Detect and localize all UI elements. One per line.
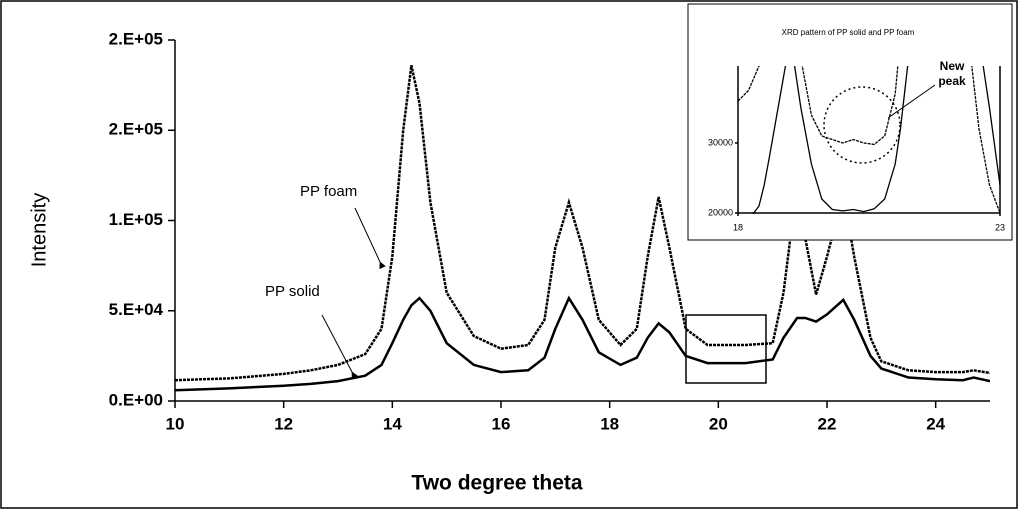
x-axis-label: Two degree theta: [411, 472, 582, 495]
x-tick-label: 18: [733, 222, 743, 232]
y-tick-label: 20000: [708, 207, 733, 217]
y-tick-label: 0.E+00: [109, 390, 163, 409]
inset-box: [687, 3, 1013, 241]
arrow: [354, 207, 386, 270]
y-tick-label: 30000: [708, 137, 733, 147]
zoom-box: [685, 314, 767, 384]
annotation: peak: [938, 74, 966, 88]
arrow: [321, 314, 359, 380]
x-tick-label: 14: [383, 414, 402, 433]
x-tick-label: 10: [166, 414, 185, 433]
x-tick-label: 20: [709, 414, 728, 433]
annotation: PP solid: [265, 283, 320, 300]
series-line: [738, 66, 1000, 214]
x-tick-label: 22: [818, 414, 837, 433]
series-line: [175, 65, 990, 382]
y-tick-label: 2.E+05: [109, 120, 163, 139]
series-line: [752, 66, 1000, 214]
arrow: [887, 84, 936, 119]
x-tick-label: 12: [274, 414, 293, 433]
y-tick-label: 2.E+05: [109, 29, 163, 48]
y-tick-label: 5.E+04: [109, 300, 164, 319]
y-tick-label: 1.E+05: [109, 210, 163, 229]
x-tick-label: 18: [600, 414, 619, 433]
inset-title: XRD pattern of PP solid and PP foam: [782, 28, 915, 37]
x-tick-label: 16: [492, 414, 511, 433]
series-group: [738, 66, 1000, 214]
x-tick-label: 24: [926, 414, 945, 433]
series-group: [175, 65, 990, 392]
main-plot: 0.E+00 5.E+04 1.E+05 2.E+05 2.E+05 10 12 14 16 18…: [28, 29, 990, 495]
y-axis-label: Intensity: [28, 193, 50, 267]
highlight-circle: [823, 86, 901, 164]
annotation: New: [940, 59, 965, 73]
inset-plot: 20000 30000 18 23 XRD pattern of PP solid an…: [708, 28, 1005, 232]
annotation: PP foam: [300, 183, 357, 200]
series-line: [175, 295, 990, 392]
x-tick-label: 23: [995, 222, 1005, 232]
